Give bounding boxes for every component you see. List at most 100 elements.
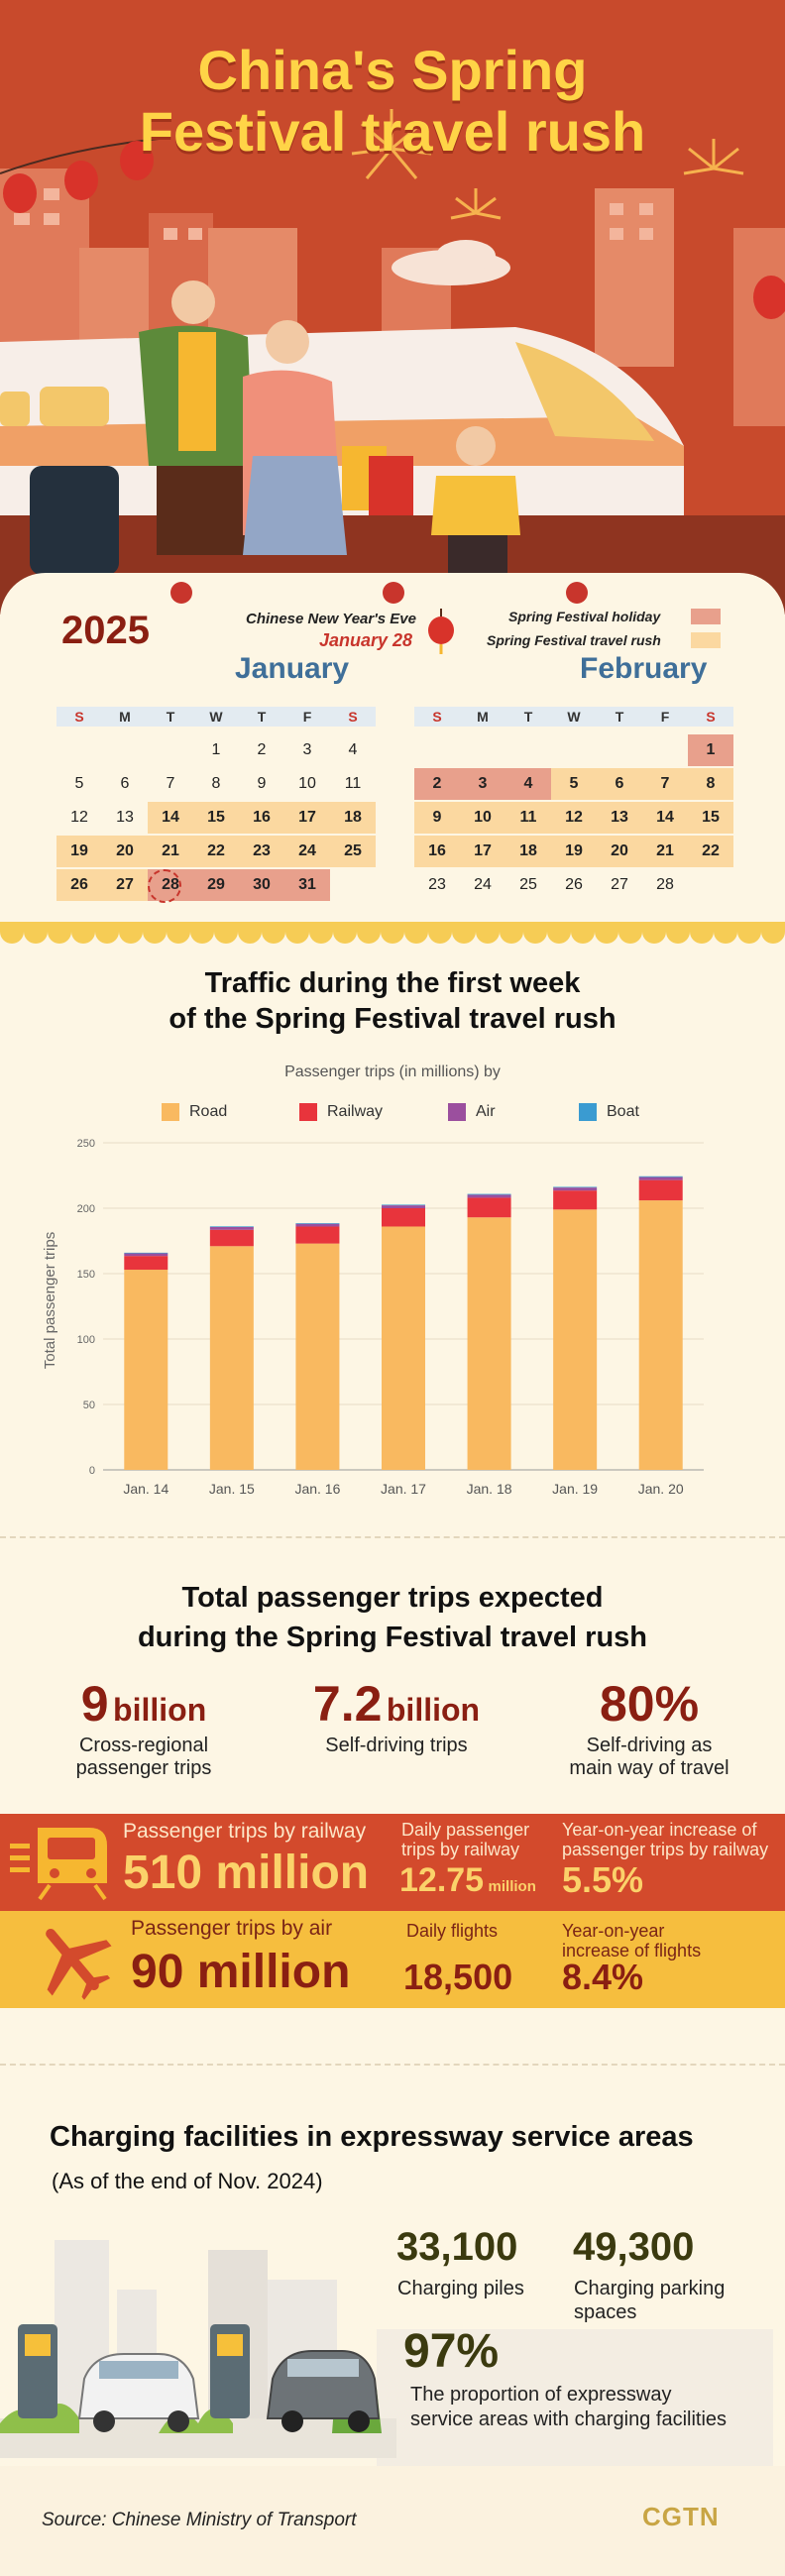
january-weekday: F	[302, 709, 312, 725]
january-day: 11	[344, 775, 362, 792]
february-highlight	[505, 768, 551, 800]
railway-daily-number: 12.75	[399, 1861, 485, 1899]
scallop	[618, 922, 642, 944]
scallop	[48, 922, 71, 944]
bar-road	[467, 1217, 511, 1470]
february-highlight	[688, 768, 733, 800]
bar-boat	[209, 1226, 254, 1228]
scallop	[381, 922, 404, 944]
airplane-icon	[46, 1928, 112, 2000]
january-day: 3	[302, 741, 312, 758]
scallop	[571, 922, 595, 944]
y-tick-label: 250	[77, 1138, 95, 1150]
charging-piles-label: Charging piles	[397, 2278, 524, 2299]
new-years-eve-date: January 28	[319, 630, 413, 650]
x-tick-label: Jan. 20	[638, 1481, 684, 1497]
january-weekday: W	[209, 709, 223, 725]
february-day: 2	[432, 775, 442, 792]
bar-boat	[467, 1193, 511, 1195]
february-day: 15	[702, 809, 720, 826]
legend-label-air: Air	[476, 1103, 496, 1120]
february-highlight	[642, 836, 688, 867]
february-day: 16	[428, 842, 446, 859]
bar-railway	[124, 1256, 168, 1271]
february-highlight	[505, 802, 551, 834]
bar-air	[553, 1187, 598, 1191]
january-day: 18	[344, 809, 362, 826]
bar-road	[295, 1243, 340, 1470]
january-highlight	[330, 802, 376, 834]
january-day: 24	[298, 842, 316, 859]
february-highlight	[414, 836, 460, 867]
february-day: 12	[565, 809, 583, 826]
scallop	[428, 922, 452, 944]
calendar-year: 2025	[61, 609, 150, 652]
february-day: 26	[565, 876, 583, 893]
calendar-rings	[170, 582, 588, 604]
february-highlight	[460, 802, 505, 834]
stacked-bar-chart: Total passenger trips 0 50 100 150 200 250 Jan…	[42, 1138, 704, 1497]
scallop	[404, 922, 428, 944]
february-day: 17	[474, 842, 492, 859]
air-yoy-label-1: Year-on-year	[562, 1921, 665, 1941]
january-highlight	[102, 836, 148, 867]
air-value: 90 million	[131, 1946, 351, 1998]
air-yoy-label-2: increase of flights	[562, 1941, 702, 1960]
february-day: 22	[702, 842, 720, 859]
x-tick-label: Jan. 17	[381, 1481, 426, 1497]
stat-self-driving-share-value: 80%	[599, 1676, 700, 1732]
bar-railway	[467, 1197, 511, 1218]
legend-label-railway: Railway	[327, 1103, 384, 1120]
hero-title: China's Spring Festival travel rush	[139, 39, 646, 163]
january-day: 20	[116, 842, 134, 859]
january-highlight	[56, 869, 102, 901]
charging-piles-value: 33,100	[396, 2225, 518, 2269]
february-weekday: T	[615, 709, 624, 725]
january-highlight	[102, 869, 148, 901]
scallop	[761, 922, 785, 944]
charging-spaces-label-2: spaces	[574, 2301, 637, 2323]
railway-daily-label-1: Daily passenger	[401, 1820, 530, 1840]
legend-holiday-swatch	[691, 609, 721, 624]
january-day: 10	[298, 775, 316, 792]
charging-pct-label-2: service areas with charging facilities	[410, 2408, 728, 2430]
february-day: 24	[474, 876, 492, 893]
january-day: 27	[116, 876, 134, 893]
january-highlight	[148, 836, 193, 867]
x-tick-label: Jan. 16	[294, 1481, 340, 1497]
bar-air	[638, 1176, 683, 1180]
february-day: 3	[478, 775, 488, 792]
stat-cross-regional-value: 9	[80, 1676, 109, 1732]
charging-pct-value: 97%	[403, 2325, 500, 2378]
february-highlight	[688, 734, 733, 766]
scallop	[523, 922, 547, 944]
new-years-eve-marker	[148, 869, 181, 903]
legend-label-road: Road	[189, 1103, 228, 1120]
bar-air	[209, 1227, 254, 1230]
scallop	[309, 922, 333, 944]
bar-road	[124, 1270, 168, 1470]
bar-railway	[209, 1229, 254, 1247]
bar-road	[382, 1226, 425, 1470]
railway-yoy-value: 5.5%	[562, 1859, 644, 1900]
charging-title: Charging facilities in expressway servic…	[50, 2121, 694, 2153]
january-day: 21	[162, 842, 179, 859]
january-weekday: T	[257, 709, 267, 725]
railway-daily-value: 12.75 million	[399, 1861, 536, 1900]
scallop	[238, 922, 262, 944]
february-highlight	[551, 802, 597, 834]
january-day: 13	[116, 809, 134, 826]
cgtn-logo: CGTN	[642, 2502, 720, 2531]
scallop	[452, 922, 476, 944]
bar-road	[553, 1209, 598, 1470]
railway-daily-unit: million	[488, 1878, 536, 1895]
january-day: 22	[207, 842, 225, 859]
month-february: February	[580, 652, 708, 685]
february-highlight	[642, 802, 688, 834]
legend-swatch-air	[448, 1103, 466, 1121]
x-tick-label: Jan. 18	[467, 1481, 512, 1497]
february-day: 19	[565, 842, 583, 859]
february-highlight	[551, 836, 597, 867]
january-highlight	[193, 869, 239, 901]
